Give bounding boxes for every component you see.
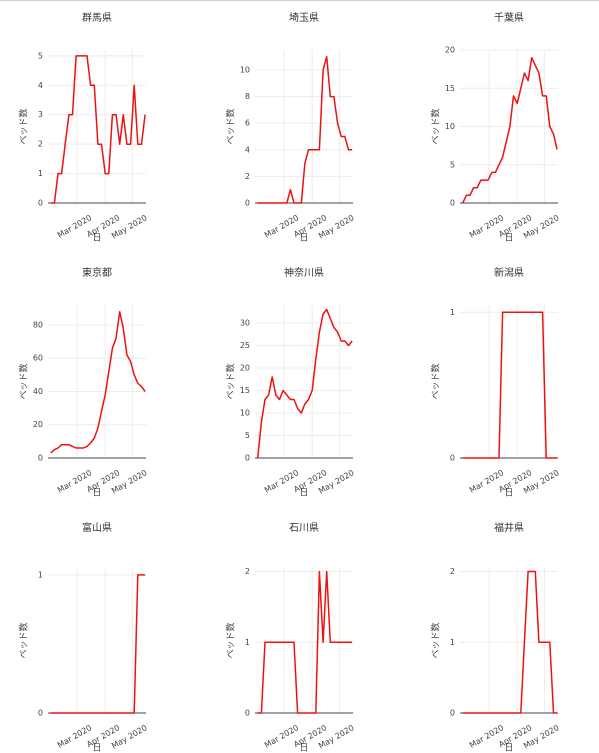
- y-tick-label: 4: [38, 81, 43, 90]
- y-tick-label: 0: [450, 709, 455, 718]
- y-tick-label: 5: [38, 51, 43, 60]
- x-axis-title: 日: [299, 743, 308, 753]
- y-axis-title: ベッド数: [430, 108, 442, 144]
- data-line: [50, 310, 146, 454]
- x-axis-title: 日: [92, 743, 101, 753]
- x-axis-title: 日: [504, 488, 513, 499]
- x-axis-title: 日: [299, 233, 308, 244]
- y-tick-label: 0: [245, 454, 250, 463]
- y-tick-label: 80: [33, 320, 43, 329]
- y-tick-label: 2: [245, 172, 250, 181]
- data-line: [257, 570, 353, 714]
- y-tick-label: 0: [450, 199, 455, 208]
- y-tick-label: 1: [38, 570, 43, 579]
- y-axis-title: ベッド数: [225, 363, 237, 399]
- y-axis-title: ベッド数: [18, 108, 30, 144]
- y-axis-title: ベッド数: [225, 622, 237, 658]
- x-axis-title: 日: [92, 488, 101, 499]
- y-tick-label: 0: [245, 199, 250, 208]
- chart-title: 新潟県: [494, 266, 524, 279]
- y-tick-label: 15: [445, 84, 455, 93]
- data-line: [462, 56, 558, 204]
- y-tick-label: 1: [450, 638, 455, 647]
- y-tick-label: 20: [240, 364, 250, 373]
- y-tick-label: 0: [38, 709, 43, 718]
- y-axis-title: ベッド数: [18, 363, 30, 399]
- y-tick-label: 8: [245, 92, 250, 101]
- y-tick-label: 2: [245, 567, 250, 576]
- y-tick-label: 0: [450, 454, 455, 463]
- y-tick-label: 1: [450, 308, 455, 317]
- y-axis-title: ベッド数: [430, 622, 442, 658]
- y-tick-label: 1: [38, 169, 43, 178]
- y-tick-label: 2: [38, 140, 43, 149]
- y-axis-title: ベッド数: [18, 622, 30, 658]
- y-tick-label: 20: [445, 46, 455, 55]
- y-tick-label: 0: [38, 454, 43, 463]
- y-tick-label: 5: [245, 431, 250, 440]
- y-tick-label: 10: [240, 409, 250, 418]
- data-line: [50, 55, 146, 204]
- data-line: [462, 311, 558, 459]
- data-line: [50, 574, 146, 714]
- y-tick-label: 0: [245, 709, 250, 718]
- y-tick-label: 30: [240, 319, 250, 328]
- y-tick-label: 4: [245, 145, 250, 154]
- chart-title: 埼玉県: [289, 11, 319, 24]
- x-axis-title: 日: [504, 743, 513, 753]
- y-tick-label: 6: [245, 119, 250, 128]
- chart-title: 群馬県: [82, 11, 112, 24]
- y-tick-label: 5: [450, 160, 455, 169]
- y-tick-label: 3: [38, 110, 43, 119]
- y-tick-label: 10: [240, 65, 250, 74]
- y-axis-title: ベッド数: [225, 108, 237, 144]
- y-tick-label: 25: [240, 341, 250, 350]
- y-tick-label: 20: [33, 420, 43, 429]
- x-axis-title: 日: [504, 233, 513, 244]
- chart-title: 石川県: [289, 522, 319, 534]
- data-line: [256, 308, 353, 459]
- y-tick-label: 15: [240, 386, 250, 395]
- y-tick-label: 0: [38, 199, 43, 208]
- chart-title: 神奈川県: [284, 266, 324, 279]
- chart-title: 富山県: [82, 521, 112, 534]
- y-tick-label: 10: [445, 122, 455, 131]
- y-tick-label: 60: [33, 354, 43, 363]
- chart-title: 福井県: [494, 521, 524, 534]
- chart-title: 千葉県: [494, 11, 524, 24]
- y-tick-label: 40: [33, 387, 43, 396]
- y-axis-title: ベッド数: [430, 363, 442, 399]
- x-axis-title: 日: [299, 488, 308, 499]
- data-line: [462, 570, 558, 714]
- y-tick-label: 1: [245, 638, 250, 647]
- data-line: [257, 55, 353, 204]
- chart-title: 東京都: [82, 266, 112, 279]
- y-tick-label: 2: [450, 567, 455, 576]
- x-axis-title: 日: [92, 233, 101, 244]
